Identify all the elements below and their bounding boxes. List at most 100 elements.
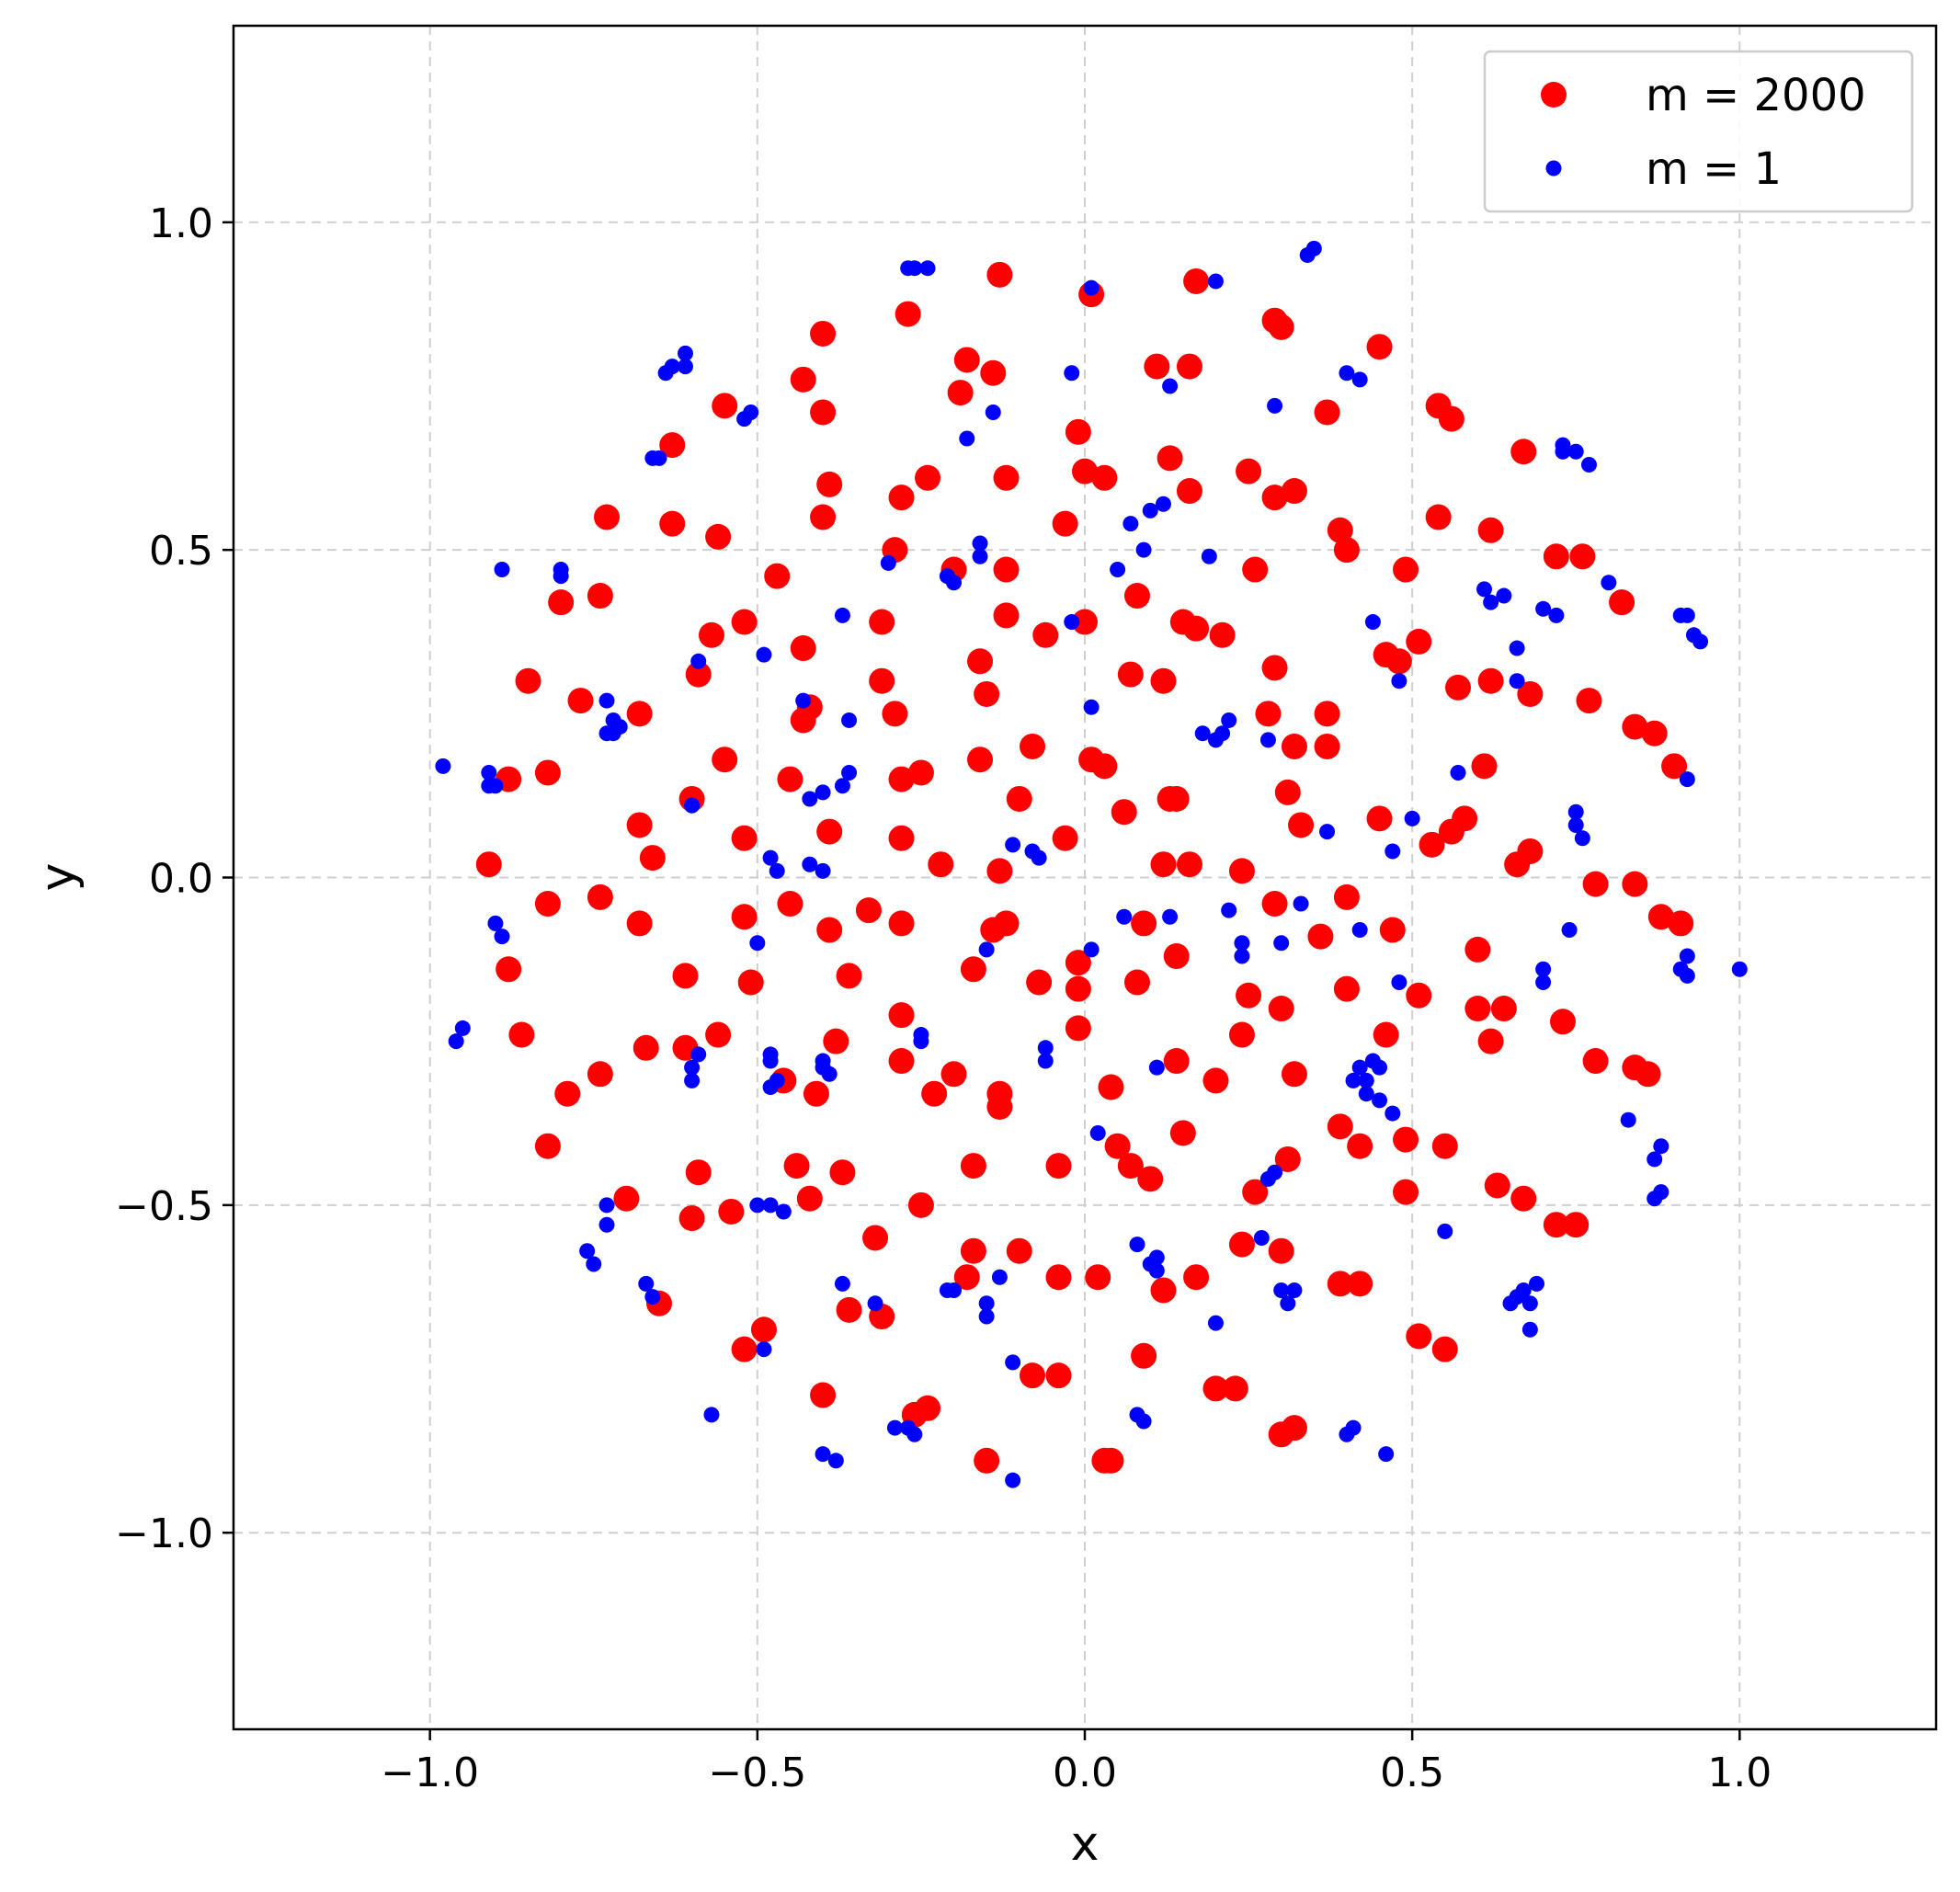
data-point — [1679, 771, 1695, 788]
data-point — [1327, 517, 1353, 543]
data-point — [1535, 961, 1552, 977]
data-point — [1653, 1138, 1669, 1155]
data-point — [1517, 838, 1544, 864]
data-point — [684, 1072, 701, 1088]
data-point — [1281, 1415, 1307, 1442]
data-point — [1202, 1067, 1229, 1094]
data-point — [494, 562, 510, 578]
data-point — [947, 380, 974, 406]
data-point — [1065, 1015, 1091, 1042]
data-point — [762, 1053, 779, 1069]
data-point — [1268, 996, 1294, 1022]
data-point — [967, 747, 994, 773]
data-point — [1327, 1113, 1353, 1140]
data-point — [1521, 1321, 1538, 1338]
data-point — [862, 1225, 889, 1251]
data-point — [1281, 733, 1307, 759]
data-point — [1137, 1166, 1164, 1192]
data-point — [1471, 753, 1498, 780]
data-point — [685, 1159, 712, 1186]
data-point — [915, 1395, 941, 1421]
data-point — [1509, 673, 1525, 690]
data-point — [1005, 1354, 1021, 1371]
data-point — [1031, 849, 1047, 866]
x-tick-label: −0.5 — [708, 1750, 806, 1796]
data-point — [1582, 871, 1609, 897]
data-point — [1183, 615, 1210, 642]
data-point — [1345, 1072, 1362, 1088]
data-point — [1085, 1264, 1111, 1291]
data-point — [685, 661, 712, 688]
data-point — [1148, 1262, 1165, 1279]
data-point — [978, 1295, 995, 1312]
data-point — [1111, 799, 1137, 826]
data-point — [907, 759, 934, 786]
data-point — [1207, 273, 1224, 290]
data-point — [967, 648, 994, 675]
data-point — [775, 1203, 792, 1220]
data-point — [749, 1197, 766, 1214]
data-point — [554, 1080, 581, 1107]
data-point — [1299, 246, 1316, 263]
data-point — [796, 1185, 823, 1212]
data-point — [810, 320, 837, 347]
data-point — [1032, 621, 1059, 648]
data-point — [1135, 541, 1152, 558]
data-point — [1339, 1426, 1355, 1442]
data-point — [986, 858, 1013, 884]
data-point — [790, 707, 816, 734]
data-point — [802, 856, 818, 872]
data-point — [731, 904, 758, 930]
data-point — [508, 1021, 535, 1048]
data-point — [1045, 1264, 1072, 1291]
data-point — [756, 1341, 772, 1358]
data-point — [815, 784, 831, 801]
data-point — [1406, 982, 1432, 1009]
data-point — [1372, 1092, 1388, 1109]
data-point — [993, 602, 1020, 629]
data-point — [731, 609, 758, 635]
data-point — [1098, 1074, 1124, 1100]
data-point — [1261, 891, 1288, 918]
data-point — [690, 1046, 707, 1063]
data-point — [1333, 537, 1360, 564]
data-point — [803, 1080, 829, 1107]
data-point — [764, 563, 791, 589]
data-point — [1445, 674, 1472, 701]
data-point — [1314, 733, 1340, 759]
data-point — [1228, 1021, 1255, 1048]
data-point — [1274, 779, 1301, 805]
data-point — [1253, 1229, 1270, 1246]
data-point — [736, 411, 753, 427]
data-point — [626, 812, 653, 838]
data-point — [1065, 975, 1091, 1002]
data-point — [1222, 1375, 1248, 1402]
series-m1 — [435, 240, 1748, 1488]
data-point — [1273, 935, 1290, 952]
data-point — [1006, 785, 1032, 812]
data-point — [1406, 628, 1432, 655]
data-point — [1569, 543, 1596, 570]
data-point — [921, 1080, 948, 1107]
data-point — [1261, 484, 1288, 511]
data-point — [1477, 517, 1504, 543]
data-point — [1438, 818, 1464, 845]
data-point — [1404, 810, 1420, 826]
data-point — [1431, 1336, 1458, 1362]
data-point — [1561, 922, 1578, 939]
data-point — [1072, 458, 1098, 484]
data-point — [1221, 902, 1237, 918]
x-tick-label: 0.5 — [1380, 1750, 1444, 1796]
data-point — [913, 1027, 929, 1043]
data-point — [1255, 701, 1282, 727]
data-point — [1142, 502, 1158, 519]
data-point — [1201, 548, 1217, 564]
data-point — [712, 393, 738, 419]
data-point — [895, 301, 921, 327]
x-tick-label: −1.0 — [381, 1750, 479, 1796]
data-point — [810, 399, 837, 426]
data-point — [1378, 1446, 1395, 1463]
data-point — [960, 956, 986, 983]
data-point — [1083, 941, 1100, 958]
data-point — [1582, 1048, 1609, 1075]
